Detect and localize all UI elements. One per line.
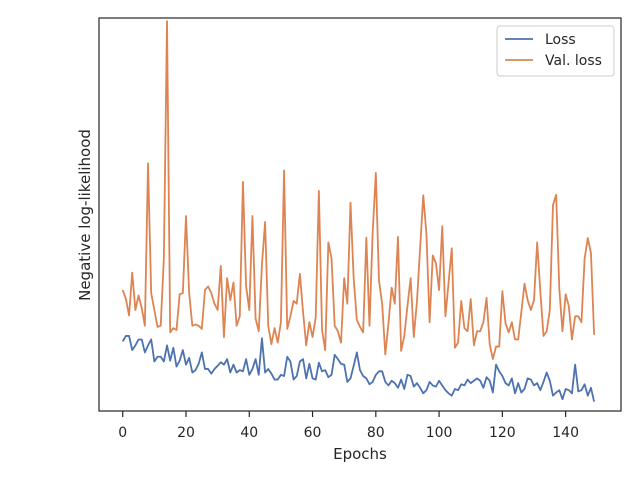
legend: Loss Val. loss xyxy=(496,25,615,77)
x-tick-label: 140 xyxy=(552,425,579,441)
plot-area-frame xyxy=(98,17,622,412)
x-tick-label: 100 xyxy=(426,425,453,441)
x-tick-label: 0 xyxy=(118,425,127,441)
x-tick-label: 40 xyxy=(240,425,258,441)
legend-val-loss-label: Val. loss xyxy=(545,53,602,69)
series-line-val-loss xyxy=(121,20,596,361)
x-tick-label: 20 xyxy=(177,425,195,441)
x-tick-label: 120 xyxy=(489,425,516,441)
series-line-loss xyxy=(121,335,595,402)
y-axis-label: Negative log-likelihood xyxy=(76,129,94,301)
plot-lines xyxy=(121,20,596,402)
x-tick-label: 80 xyxy=(367,425,385,441)
x-axis-label: Epochs xyxy=(333,445,387,463)
legend-loss-label: Loss xyxy=(545,32,576,48)
x-axis-ticks: 0 20 40 60 80 100 120 140 xyxy=(118,411,579,441)
x-tick-label: 60 xyxy=(304,425,322,441)
